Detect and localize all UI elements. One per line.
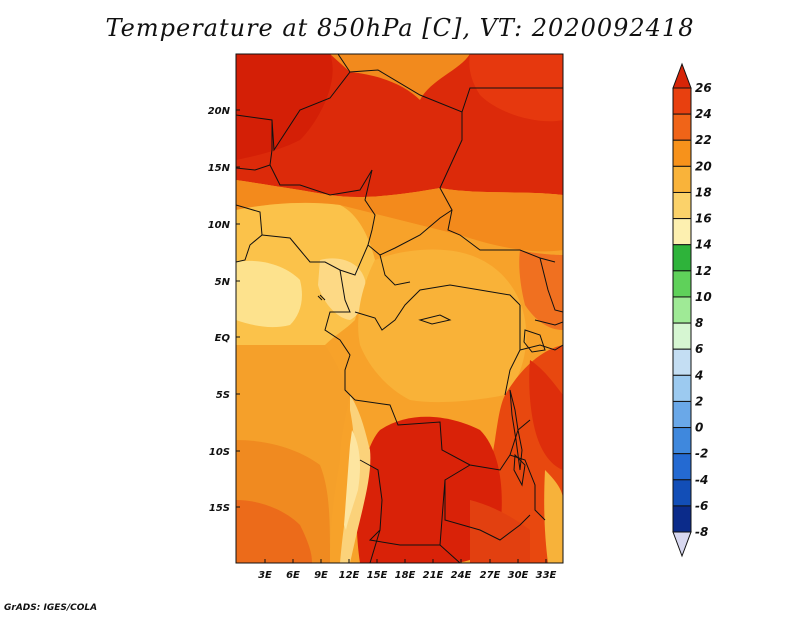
credit-text: GrADS: IGES/COLA — [4, 603, 98, 613]
map-title: Temperature at 850hPa [C], VT: 202009241… — [105, 14, 695, 42]
colorbar-box — [672, 191, 692, 220]
lat-label-15n: 15N — [208, 163, 231, 174]
colorbar-box — [672, 165, 692, 193]
lon-label-12e: 12E — [339, 570, 360, 581]
colorbar-box — [672, 113, 692, 141]
colorbar-box — [672, 348, 692, 376]
lon-label-30e: 30E — [508, 570, 529, 581]
lakes — [418, 314, 546, 487]
colorbar-box — [672, 87, 692, 115]
colorbar-box — [672, 270, 692, 298]
lat-label-20n: 20N — [208, 106, 231, 117]
lat-label-eq: EQ — [215, 333, 231, 344]
colorbar-level-label: -8 — [695, 525, 708, 539]
lon-label-18e: 18E — [395, 570, 416, 581]
longitude-axis: 3E 6E 9E 12E 15E 18E 21E 24E 27E 30E 33E — [258, 559, 557, 581]
lon-label-27e: 27E — [480, 570, 501, 581]
colorbar-level-label: 14 — [695, 238, 712, 252]
colorbar-box — [672, 322, 692, 350]
colorbar-level-label: 24 — [695, 107, 712, 121]
lat-label-5s: 5S — [216, 390, 230, 401]
colorbar-box — [672, 505, 692, 533]
colorbar-box — [672, 139, 692, 167]
colorbar-level-label: 0 — [695, 421, 703, 435]
temperature-field — [236, 54, 563, 563]
colorbar-box — [672, 453, 692, 481]
country-borders — [236, 54, 563, 563]
colorbar-box — [672, 400, 692, 429]
lon-label-6e: 6E — [286, 570, 300, 581]
colorbar-level-label: 12 — [695, 264, 712, 278]
map-frame — [235, 53, 564, 564]
colorbar-level-label: 26 — [695, 81, 712, 95]
colorbar-level-label: 18 — [695, 185, 712, 199]
colorbar-box — [672, 427, 692, 455]
colorbar-level-label: 16 — [695, 212, 712, 226]
lon-label-3e: 3E — [258, 570, 272, 581]
colorbar-box — [672, 374, 692, 402]
lon-label-21e: 21E — [423, 570, 444, 581]
colorbar-box — [672, 479, 692, 507]
lon-label-33e: 33E — [536, 570, 557, 581]
lat-label-10s: 10S — [209, 447, 230, 458]
lat-label-5n: 5N — [215, 277, 231, 288]
lat-label-10n: 10N — [208, 220, 231, 231]
colorbar-level-label: 6 — [695, 342, 703, 356]
colorbar-level-label: 10 — [695, 290, 712, 304]
colorbar-level-label: 8 — [695, 316, 703, 330]
lon-label-9e: 9E — [314, 570, 328, 581]
lon-label-15e: 15E — [367, 570, 388, 581]
colorbar-level-label: -4 — [695, 473, 708, 487]
colorbar-level-label: 4 — [694, 368, 703, 382]
colorbar-box — [672, 218, 692, 246]
colorbar-box — [672, 244, 692, 272]
colorbar-level-label: 20 — [695, 159, 712, 173]
latitude-axis: 20N 15N 10N 5N EQ 5S 10S 15S — [208, 106, 240, 514]
colorbar-bottom-triangle — [672, 531, 692, 558]
colorbar-box — [672, 296, 692, 324]
colorbar-top-triangle — [672, 62, 692, 89]
lon-label-24e: 24E — [451, 570, 472, 581]
colorbar-boxes — [672, 87, 692, 533]
colorbar-level-label: 2 — [695, 394, 703, 408]
colorbar-level-label: -2 — [695, 447, 708, 461]
lat-label-15s: 15S — [209, 503, 230, 514]
colorbar-level-label: 22 — [695, 133, 712, 147]
colorbar-level-label: -6 — [695, 499, 708, 513]
